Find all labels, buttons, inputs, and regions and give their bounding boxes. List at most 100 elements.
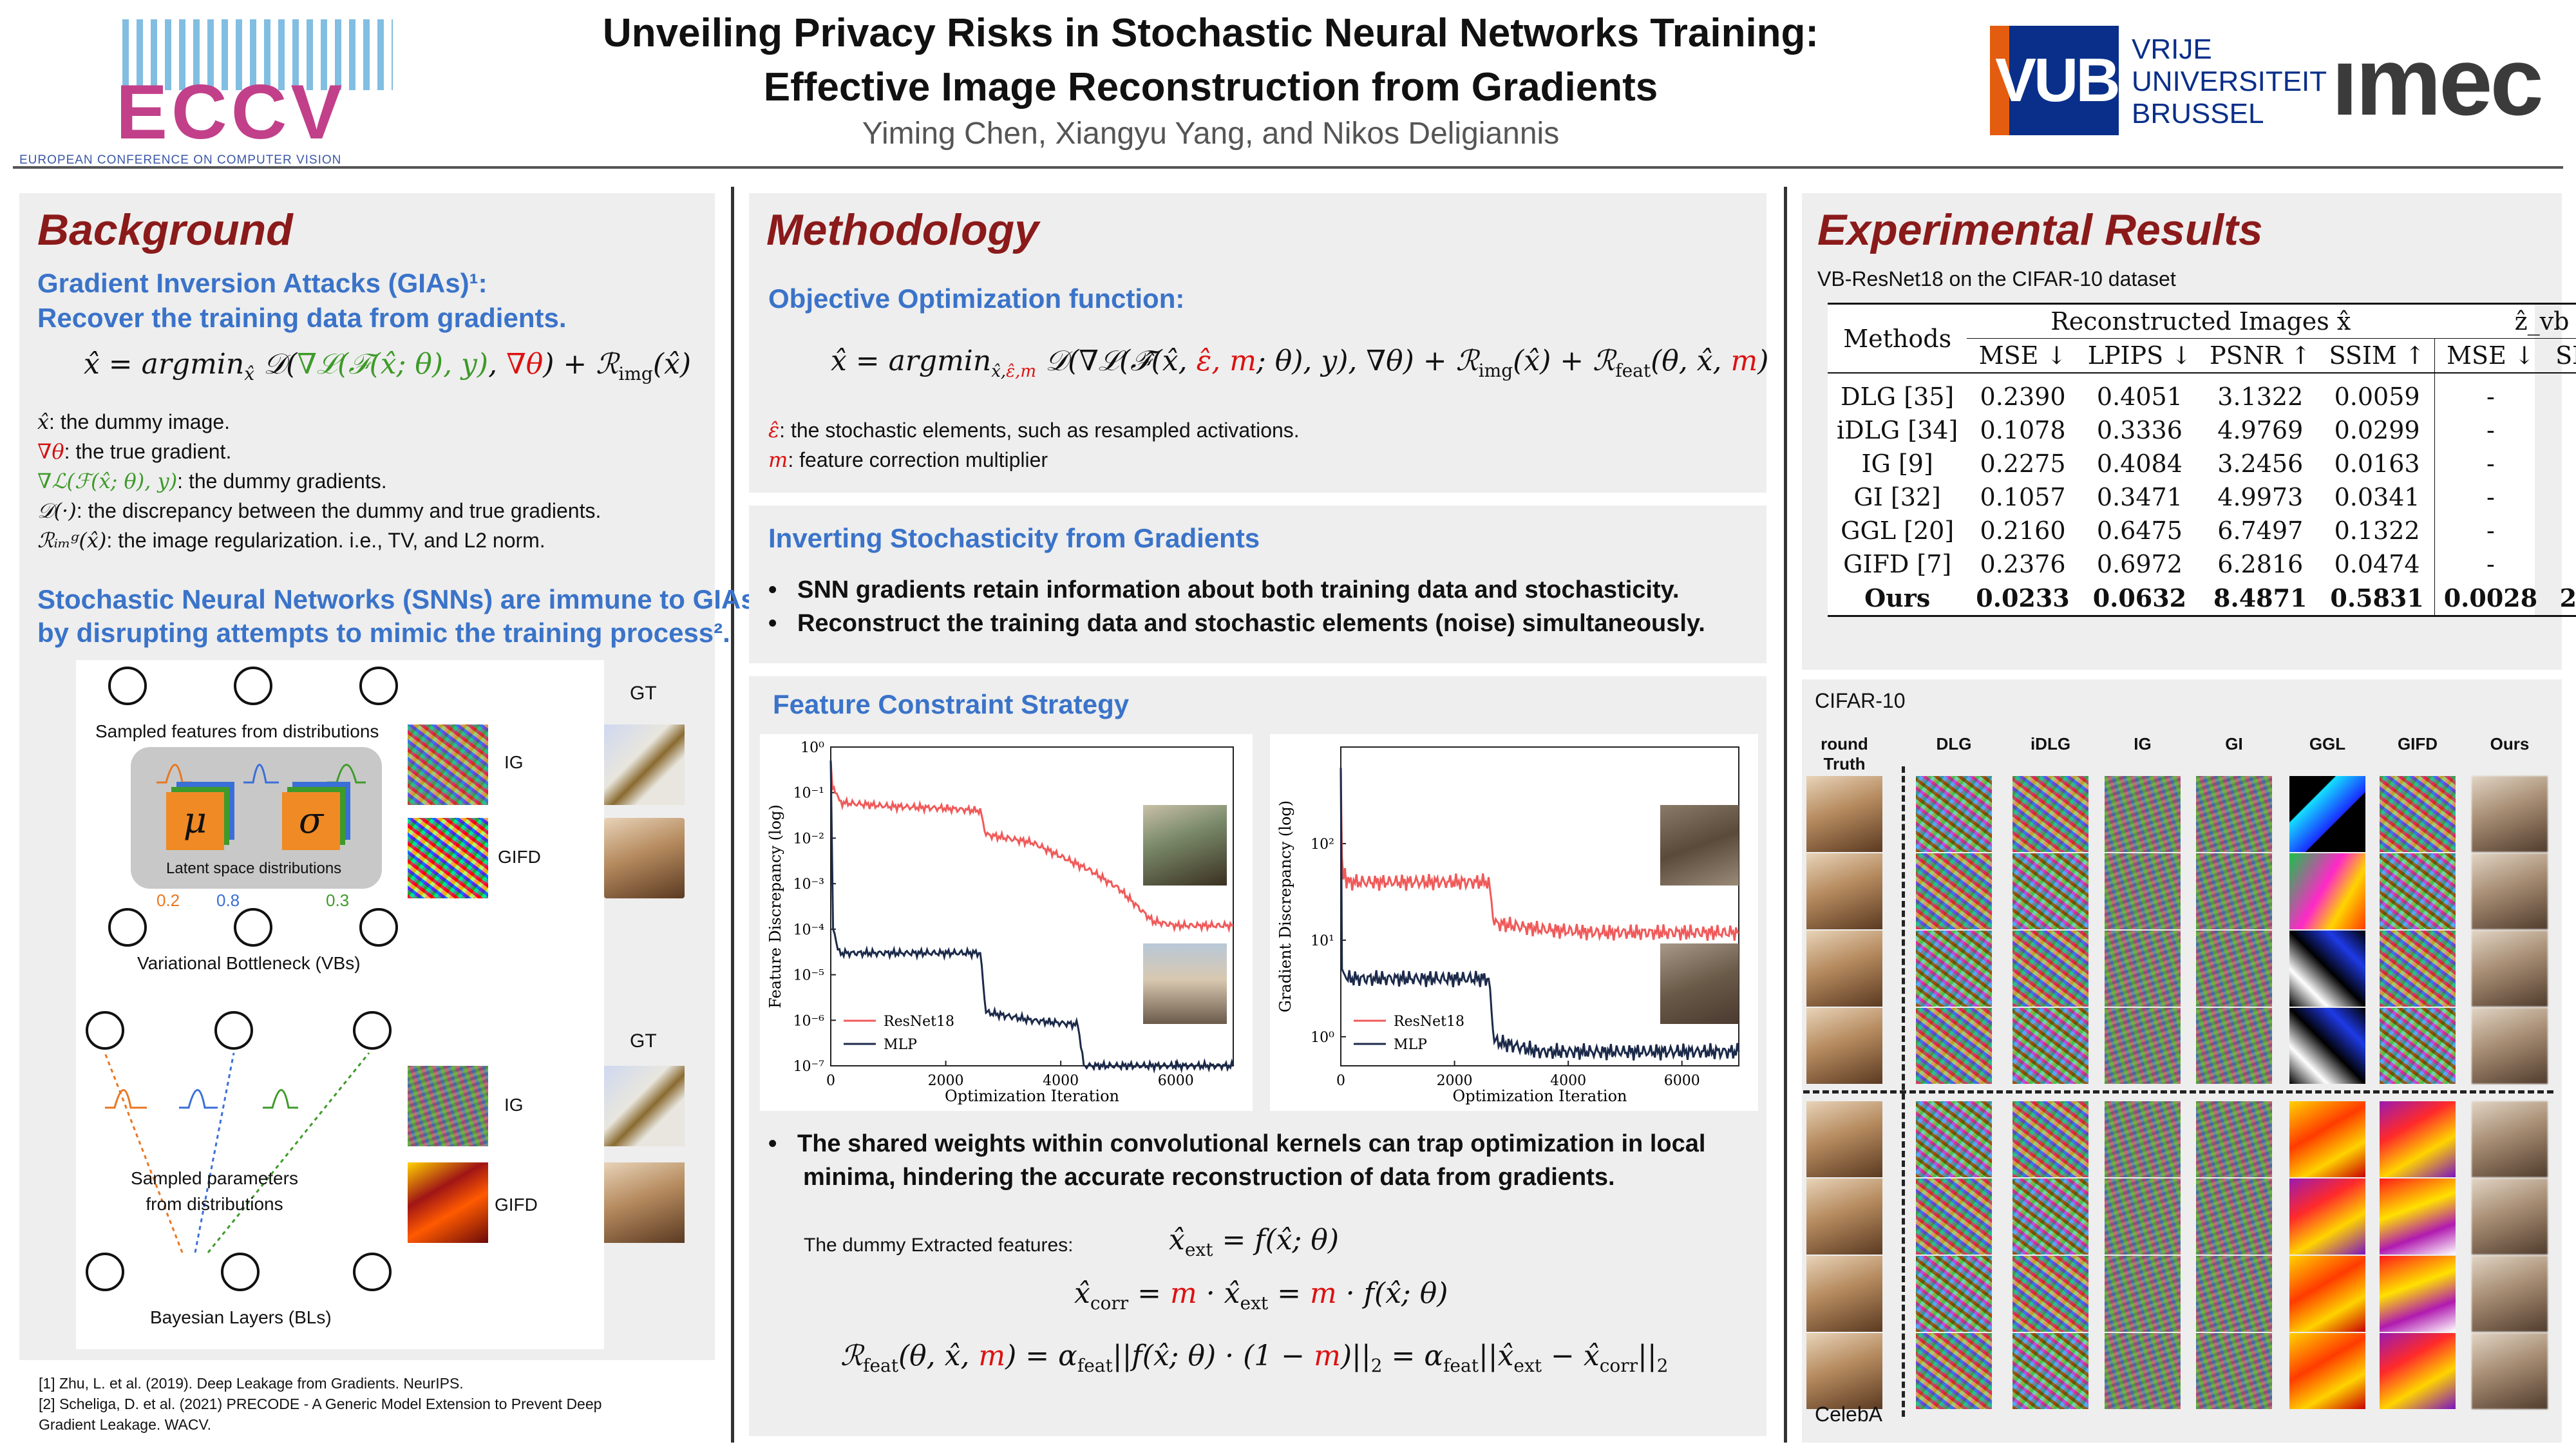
legend-label: MLP — [1394, 1037, 1427, 1053]
reconstruction-tile — [2105, 1101, 2181, 1177]
ext-x: x̂ — [1169, 1224, 1185, 1256]
reconstruction-tile — [2012, 1333, 2088, 1409]
arrow-orange — [104, 1052, 184, 1253]
metric-cell: - — [2434, 373, 2547, 413]
ours-reconstruction — [2472, 1256, 2548, 1332]
x-tick-label: 4000 — [1550, 1073, 1586, 1089]
bl-output-node — [353, 1011, 392, 1050]
gt-face-1 — [604, 818, 685, 898]
bullet-item: minima, hindering the accurate reconstru… — [768, 1160, 1705, 1194]
metric-cell: - — [2546, 413, 2576, 447]
method-name-cell: GGL [20] — [1841, 516, 1955, 545]
reference-1: [1] Zhu, L. et al. (2019). Deep Leakage … — [39, 1375, 464, 1392]
x-tick-label: 6000 — [1664, 1073, 1700, 1089]
r-m: m — [978, 1340, 1006, 1372]
dummy-features-label: The dummy Extracted features: — [804, 1235, 1074, 1256]
reconstruction-tile — [2289, 776, 2365, 852]
metric-cell: 0.1078 — [1980, 416, 2066, 444]
equation-corr: x̂corr = m · x̂ext = m · f(x̂; θ) — [1074, 1277, 1448, 1314]
gt-label-2: GT — [630, 1030, 657, 1052]
ig-reconstruction-2 — [408, 1066, 488, 1146]
def-m-symbol: m — [768, 448, 788, 472]
sigma-symbol: σ — [298, 800, 324, 842]
grid-horizontal-divider — [1803, 1090, 2553, 1094]
arrow-green — [207, 1052, 370, 1253]
objective-definitions: ε̂: the stochastic elements, such as res… — [768, 415, 1300, 475]
latent-label: Latent space distributions — [166, 860, 342, 877]
reference-2: [2] Scheliga, D. et al. (2021) PRECODE -… — [39, 1396, 602, 1412]
obj-argmin-sub-eps: ε̂,m — [1006, 361, 1037, 381]
y-tick-label: 10⁰ — [800, 740, 824, 756]
reconstruction-tile — [2289, 1256, 2365, 1332]
vub-name-line-2: UNIVERSITEIT — [2132, 66, 2327, 97]
table-row: Ours 0.0233 0.0632 8.4871 0.5831 0.0028 26.81 — [1828, 581, 2576, 616]
cifar-label: CIFAR-10 — [1815, 689, 1906, 712]
vb-output-node — [359, 667, 398, 705]
ig-reconstruction-1 — [408, 724, 488, 805]
ig-label-1: IG — [504, 752, 524, 772]
obj-img-sub: img — [1478, 359, 1513, 381]
method-name-cell: iDLG [34] — [1837, 416, 1958, 444]
x-axis-label: Optimization Iteration — [1453, 1087, 1627, 1105]
vb-input-node — [108, 908, 147, 947]
gt-face-2 — [604, 1162, 685, 1243]
eq-reg-sub: img — [618, 363, 653, 384]
r-ext: ext — [1513, 1354, 1542, 1376]
reconstruction-tile — [2196, 853, 2272, 929]
ig-label-2: IG — [504, 1095, 524, 1115]
metric-cell: - — [2546, 447, 2576, 480]
methods-header: Methods — [1828, 303, 1967, 374]
y-tick-label: 10⁰ — [1311, 1030, 1334, 1046]
feature-constraint-heading: Feature Constraint Strategy — [773, 689, 1130, 719]
metric-cell: 6.7497 — [2217, 516, 2304, 545]
eccv-logo: ECCV EUROPEAN CONFERENCE ON COMPUTER VIS… — [19, 13, 399, 167]
obj-part-d: (x̂) + ℛ — [1513, 345, 1616, 377]
r-sub: feat — [863, 1354, 898, 1376]
obj-argmin-sub-x: x̂, — [991, 361, 1007, 381]
obj-argmin-sub: x̂,ε̂,m — [991, 362, 1036, 381]
definition-text: : the true gradient. — [64, 440, 232, 463]
metric-cell: 0.3336 — [2096, 416, 2183, 444]
vb-output-node — [108, 667, 147, 705]
grid-column-header: Ours — [2490, 734, 2530, 753]
skyline-graphic — [122, 19, 393, 90]
reconstruction-tile — [2289, 853, 2365, 929]
reconstruction-tile — [2289, 1333, 2365, 1409]
ground-truth-image — [1806, 931, 1882, 1007]
metric-cell: - — [2546, 514, 2576, 547]
definition-text: : the dummy gradients. — [177, 469, 387, 493]
metric-cell: 0.2275 — [1980, 450, 2066, 478]
reconstruction-tile — [2380, 931, 2456, 1007]
title-line-2: Effective Image Reconstruction from Grad… — [763, 65, 1658, 109]
corr-x: x̂ — [1074, 1277, 1090, 1310]
metric-cell: 26.81 — [2559, 583, 2576, 612]
definition-text: : the discrepancy between the dummy and … — [76, 499, 601, 522]
reconstruction-tile — [2105, 853, 2181, 929]
reconstruction-tile — [1916, 931, 1992, 1007]
reconstruction-tile — [2105, 776, 2181, 852]
sampled-params-line-1: Sampled parameters — [131, 1168, 298, 1188]
objective-heading: Objective Optimization function: — [768, 283, 1185, 314]
corr-eq: = — [1128, 1277, 1170, 1310]
r-corr: corr — [1599, 1354, 1638, 1376]
grid-column-header: GI — [2225, 734, 2243, 753]
bullet-text-2: Reconstruct the training data and stocha… — [797, 610, 1705, 637]
method-name-cell: GIFD [7] — [1843, 550, 1952, 578]
ours-reconstruction — [2472, 931, 2548, 1007]
dist-curve-blue — [243, 764, 279, 784]
dist-curve-orange — [156, 764, 192, 784]
chart-feature-discrepancy: 0 2000 4000 6000 10⁰ 10⁻¹ 10⁻² 10⁻³ 10⁻⁴ 10⁻⁵ 10⁻⁶… — [760, 734, 1253, 1111]
obj-eps-m: ε̂, m — [1196, 345, 1256, 377]
plot-frame — [830, 746, 1234, 1066]
metric-cell: 4.9769 — [2217, 416, 2304, 444]
ext-sub: ext — [1184, 1238, 1213, 1260]
ground-truth-image — [1806, 1008, 1882, 1084]
y-tick-label: 10⁻⁷ — [793, 1059, 825, 1075]
y-axis-label: Feature Discrepancy (log) — [766, 804, 784, 1009]
methodology-title: Methodology — [766, 205, 1039, 254]
reconstruction-tile — [2380, 1008, 2456, 1084]
metric-cell: 3.1322 — [2217, 383, 2304, 411]
ground-truth-image — [1806, 1256, 1882, 1332]
